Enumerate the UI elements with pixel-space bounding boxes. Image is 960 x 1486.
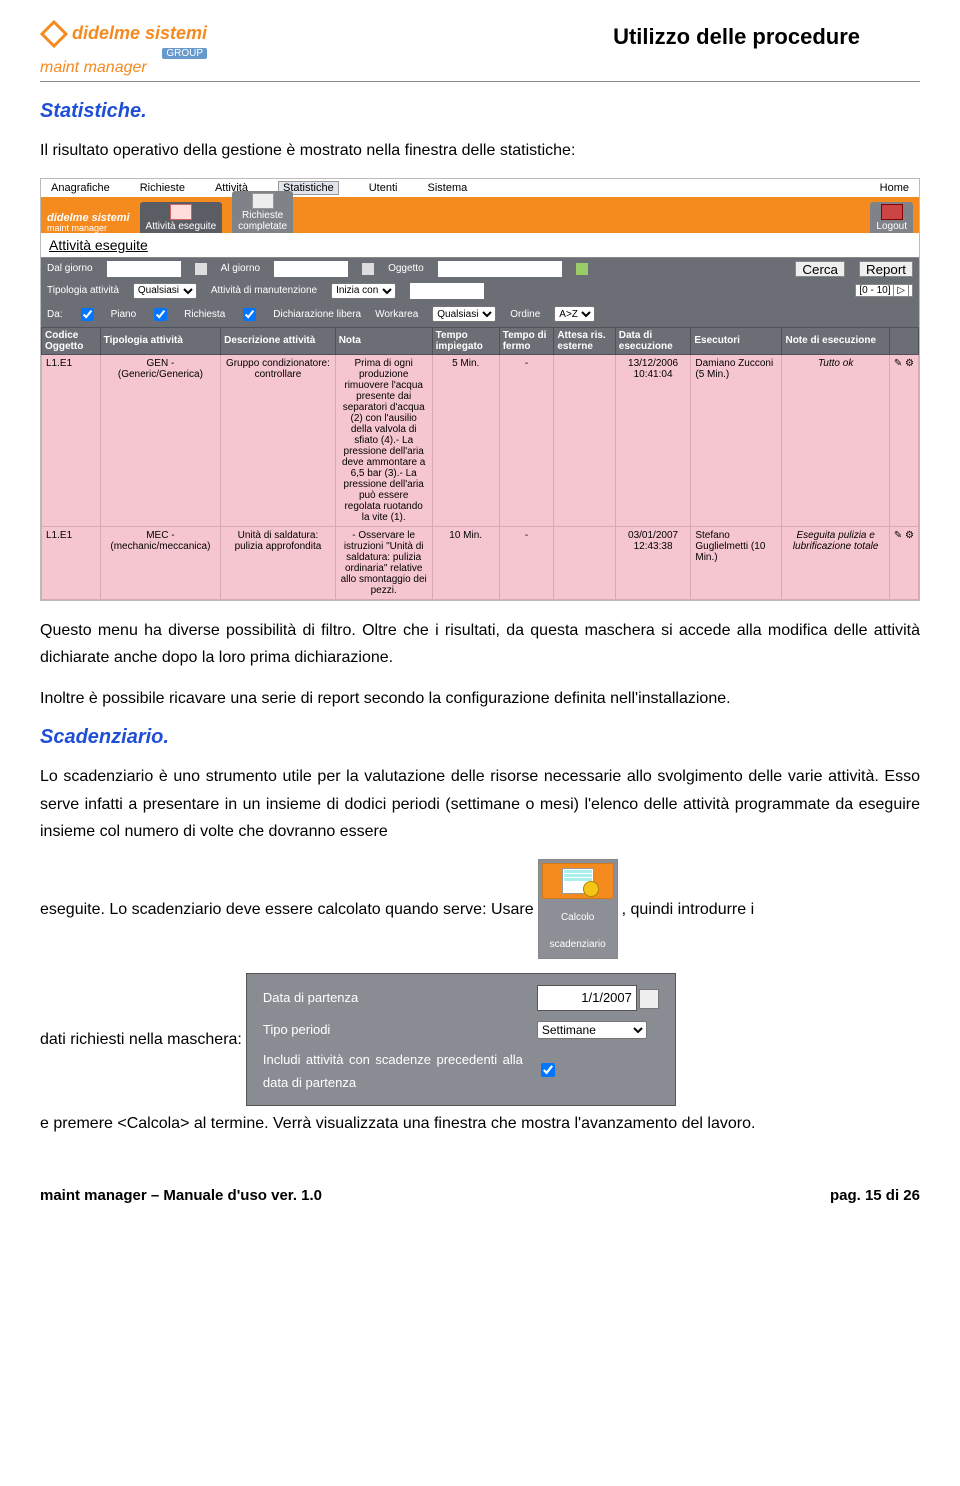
col-fermo: Tempo di fermo — [499, 327, 554, 354]
sel-attman[interactable]: Inizia con — [331, 283, 396, 299]
lbl-attman: Attività di manutenzione — [211, 285, 317, 296]
pick-icon[interactable] — [576, 263, 588, 275]
paragraph: Questo menu ha diverse possibilità di fi… — [40, 617, 920, 671]
lbl-oggetto: Oggetto — [388, 263, 424, 274]
heading-statistiche: Statistiche. — [40, 100, 920, 123]
btn-report[interactable]: Report — [859, 261, 913, 277]
calendar-icon[interactable] — [362, 263, 374, 275]
pager: [0 - 10] ▷ — [855, 284, 913, 297]
chk-dichlib[interactable] — [243, 308, 256, 321]
btn-cerca[interactable]: Cerca — [795, 261, 845, 277]
row-actions: ✎ ⚙ — [889, 354, 918, 526]
row-actions: ✎ ⚙ — [889, 526, 918, 599]
logout-button[interactable]: Logout — [870, 202, 913, 233]
table-row: L1.E1 MEC - (mechanic/meccanica) Unità d… — [42, 526, 919, 599]
edit-icon[interactable]: ✎ — [894, 530, 902, 541]
chk-includi[interactable] — [541, 1063, 555, 1077]
filter-bar-3: Da: Piano Richiesta Dichiarazione libera… — [41, 302, 919, 327]
sel-tipo-periodi[interactable]: Settimane — [537, 1021, 647, 1039]
page-footer: maint manager – Manuale d'uso ver. 1.0 p… — [40, 1187, 920, 1204]
col-attesa: Attesa ris. esterne — [554, 327, 615, 354]
main-menu: Anagrafiche Richieste Attività Statistic… — [41, 179, 919, 197]
sel-workarea[interactable]: Qualsiasi — [432, 306, 496, 322]
menu-home[interactable]: Home — [880, 182, 909, 194]
chk-piano[interactable] — [81, 308, 94, 321]
calendar-icon[interactable] — [639, 989, 659, 1009]
paragraph-with-dialog: dati richiesti nella maschera: Data di p… — [40, 973, 920, 1137]
filter-bar: Dal giorno Al giorno Oggetto Cerca Repor… — [41, 258, 919, 280]
col-esecutori: Esecutori — [691, 327, 782, 354]
logo-brand: didelme sistemi — [72, 24, 207, 44]
col-codice: Codice Oggetto — [42, 327, 101, 354]
calendar-icon[interactable] — [195, 263, 207, 275]
tab-attivita-eseguite[interactable]: Attività eseguite — [140, 202, 223, 233]
intro-text: Il risultato operativo della gestione è … — [40, 137, 920, 164]
lbl-ordine: Ordine — [510, 309, 540, 320]
input-data-partenza[interactable]: 1/1/2007 — [537, 985, 637, 1011]
toolbar: didelme sistemi maint manager Attività e… — [41, 197, 919, 233]
col-note-exec: Note di esecuzione — [782, 327, 889, 354]
page-header: didelme sistemi GROUP maint manager Util… — [40, 20, 920, 82]
col-descr: Descrizione attività — [221, 327, 336, 354]
filter-bar-2: Tipologia attività Qualsiasi Attività di… — [41, 280, 919, 302]
lbl-workarea: Workarea — [375, 309, 418, 320]
sel-ordine[interactable]: A>Z — [554, 306, 595, 322]
next-icon[interactable]: ▷ — [893, 284, 909, 297]
col-tipologia: Tipologia attività — [100, 327, 221, 354]
input-attman[interactable] — [410, 283, 484, 299]
menu-anagrafiche[interactable]: Anagrafiche — [51, 182, 110, 194]
col-nota: Nota — [335, 327, 432, 354]
calcolo-scadenziario-button[interactable]: Calcoloscadenziario — [538, 859, 618, 959]
input-dal[interactable] — [107, 261, 181, 277]
input-al[interactable] — [274, 261, 348, 277]
edit-icon[interactable]: ✎ — [894, 358, 902, 369]
chk-richiesta[interactable] — [154, 308, 167, 321]
results-table: Codice Oggetto Tipologia attività Descri… — [41, 327, 919, 600]
lbl-al: Al giorno — [221, 263, 260, 274]
lbl-da: Da: — [47, 309, 63, 320]
tab-richieste-completate[interactable]: Richieste completate — [232, 191, 293, 233]
menu-utenti[interactable]: Utenti — [369, 182, 398, 194]
section-title: Attività eseguite — [41, 233, 919, 258]
input-oggetto[interactable] — [438, 261, 562, 277]
col-tempo: Tempo impiegato — [432, 327, 499, 354]
gear-icon[interactable]: ⚙ — [905, 530, 914, 541]
lbl-dal: Dal giorno — [47, 263, 93, 274]
page-title: Utilizzo delle procedure — [613, 24, 860, 50]
footer-right: pag. 15 di 26 — [830, 1187, 920, 1204]
lbl-includi: Includi attività con scadenze precedenti… — [257, 1046, 529, 1096]
paragraph: Lo scadenziario è uno strumento utile pe… — [40, 763, 920, 845]
lbl-tipologia: Tipologia attività — [47, 285, 119, 296]
lbl-tipo-periodi: Tipo periodi — [257, 1016, 529, 1044]
logo-group: GROUP — [162, 48, 207, 59]
paragraph-with-button: eseguite. Lo scadenziario deve essere ca… — [40, 859, 920, 959]
logo-icon — [40, 20, 68, 48]
toolbar-logo: didelme sistemi maint manager — [47, 213, 130, 233]
table-row: L1.E1 GEN - (Generic/Generica) Gruppo co… — [42, 354, 919, 526]
logo-block: didelme sistemi GROUP maint manager — [40, 20, 207, 77]
menu-richieste[interactable]: Richieste — [140, 182, 185, 194]
footer-left: maint manager – Manuale d'uso ver. 1.0 — [40, 1187, 322, 1204]
heading-scadenziario: Scadenziario. — [40, 726, 920, 749]
col-actions — [889, 327, 918, 354]
lbl-data-partenza: Data di partenza — [257, 982, 529, 1014]
paragraph: Inoltre è possibile ricavare una serie d… — [40, 685, 920, 712]
screenshot-statistiche: Anagrafiche Richieste Attività Statistic… — [40, 178, 920, 601]
menu-sistema[interactable]: Sistema — [427, 182, 467, 194]
col-data: Data di esecuzione — [615, 327, 691, 354]
gear-icon[interactable]: ⚙ — [905, 358, 914, 369]
logo-product: maint manager — [40, 59, 207, 77]
sel-tipologia[interactable]: Qualsiasi — [133, 283, 197, 299]
params-dialog: Data di partenza 1/1/2007 Tipo periodi S… — [246, 973, 676, 1105]
